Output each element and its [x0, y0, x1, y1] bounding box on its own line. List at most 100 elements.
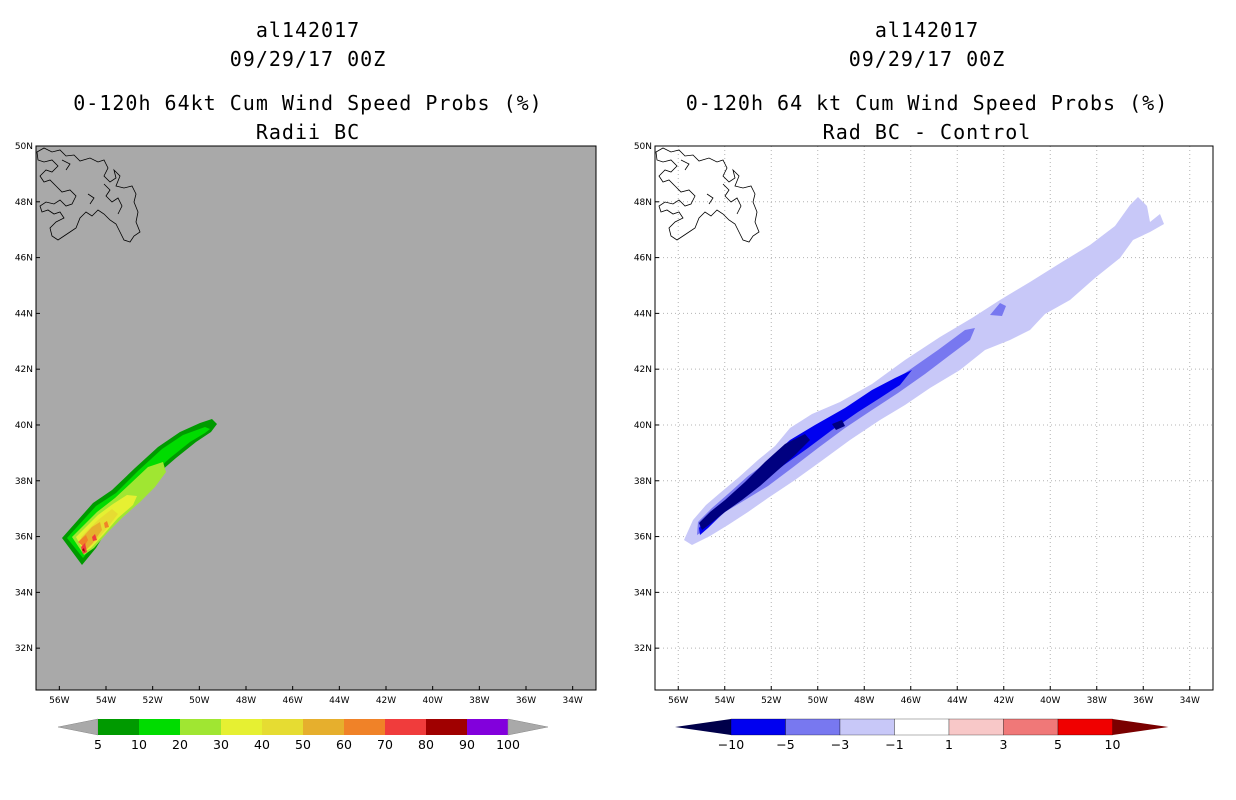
colorbar-label: 10 — [131, 737, 147, 752]
lon-tick-label: 54W — [96, 696, 116, 706]
colorbar-swatch — [1057, 718, 1113, 736]
lon-tick-label: 42W — [376, 696, 396, 706]
colorbar-swatch — [426, 719, 467, 735]
right-difference-swath — [684, 197, 1164, 545]
lon-tick-label: 52W — [142, 696, 162, 706]
lon-tick-label: 46W — [901, 696, 921, 706]
colorbar-label: 5 — [1054, 737, 1062, 752]
lat-tick-label: 42N — [15, 365, 33, 375]
lon-tick-label: 54W — [715, 696, 735, 706]
lon-tick-label: 44W — [329, 696, 349, 706]
lon-tick-label: 34W — [1180, 696, 1200, 706]
colorbar-swatch — [98, 719, 139, 735]
colorbar-swatch — [344, 719, 385, 735]
right-map-panel: 56W 54W 52W 50W 48W 46W 44W 42W 40W 38W 36W 34W 32N 3… — [634, 142, 1214, 706]
lat-tick-label: 44N — [15, 309, 33, 319]
lon-tick-label: 56W — [668, 696, 688, 706]
colorbar-label: 50 — [295, 737, 311, 752]
right-datetime: 09/29/17 00Z — [848, 47, 1006, 71]
lat-tick-label: 38N — [15, 477, 33, 487]
lon-tick-label: 38W — [469, 696, 489, 706]
colorbar-label: 80 — [418, 737, 434, 752]
lat-tick-label: 46N — [634, 254, 652, 264]
prob-hotspot — [92, 534, 97, 541]
colorbar-label: 1 — [945, 737, 953, 752]
lat-tick-label: 50N — [634, 142, 652, 152]
lon-tick-label: 52W — [761, 696, 781, 706]
prob-80-90 — [82, 548, 85, 552]
lon-tick-label: 40W — [422, 696, 442, 706]
left-map-frame — [35, 145, 597, 691]
colorbar-swatch — [785, 718, 841, 736]
lat-tick-label: 48N — [634, 198, 652, 208]
colorbar-high-arrow — [507, 718, 549, 736]
colorbar-swatch — [730, 718, 786, 736]
lat-tick-label: 34N — [15, 588, 33, 598]
colorbar-low-arrow — [675, 719, 731, 735]
lon-tick-label: 42W — [994, 696, 1014, 706]
lon-tick-label: 46W — [282, 696, 302, 706]
colorbar-label: 10 — [1105, 737, 1121, 752]
colorbar-swatch — [303, 719, 344, 735]
diff-small-patch — [990, 303, 1006, 316]
colorbar-swatch — [467, 719, 508, 735]
right-coastline — [655, 147, 760, 243]
lon-tick-label: 48W — [236, 696, 256, 706]
lat-tick-label: 36N — [15, 533, 33, 543]
colorbar-label: 3 — [1000, 737, 1008, 752]
lon-tick-label: 36W — [1133, 696, 1153, 706]
colorbar-high-arrow — [1112, 719, 1169, 735]
left-coastline — [36, 147, 141, 243]
lat-tick-label: 34N — [634, 588, 652, 598]
left-probability-swath — [62, 419, 217, 565]
colorbar-label: 90 — [459, 737, 475, 752]
diff-m3-m5 — [697, 328, 975, 535]
left-storm-id: al142017 — [255, 18, 361, 42]
left-datetime: 09/29/17 00Z — [229, 47, 387, 71]
colorbar-label: −3 — [831, 737, 849, 752]
diff-small-cell — [832, 420, 845, 430]
colorbar-label: 5 — [94, 737, 102, 752]
lat-tick-label: 44N — [634, 309, 652, 319]
colorbar-label: 60 — [336, 737, 352, 752]
lat-tick-label: 40N — [15, 421, 33, 431]
colorbar-label: −1 — [885, 737, 903, 752]
left-axis-ticks: 56W 54W 52W 50W 48W 46W 44W 42W 40W 38W 36W 34W 32N 3… — [15, 142, 583, 706]
lon-tick-label: 38W — [1087, 696, 1107, 706]
lat-tick-label: 48N — [15, 198, 33, 208]
lon-tick-label: 50W — [189, 696, 209, 706]
colorbar-label: 70 — [377, 737, 393, 752]
left-map-background — [36, 146, 596, 690]
lon-tick-label: 34W — [562, 696, 582, 706]
colorbar-label: −10 — [718, 737, 744, 752]
colorbar-swatch — [385, 719, 426, 735]
right-title: 0-120h 64 kt Cum Wind Speed Probs (%) — [685, 91, 1169, 115]
lat-tick-label: 32N — [634, 644, 652, 654]
left-colorbar: 5 10 20 30 40 50 60 70 80 90 100 — [57, 718, 549, 752]
colorbar-label: 30 — [213, 737, 229, 752]
lat-tick-label: 36N — [634, 533, 652, 543]
colorbar-swatch — [262, 719, 303, 735]
colorbar-swatch — [894, 718, 950, 736]
colorbar-label: 20 — [172, 737, 188, 752]
colorbar-swatch — [948, 718, 1004, 736]
lat-tick-label: 38N — [634, 477, 652, 487]
lon-tick-label: 48W — [854, 696, 874, 706]
right-map-frame — [654, 145, 1214, 691]
colorbar-swatch — [1003, 718, 1059, 736]
lat-tick-label: 42N — [634, 365, 652, 375]
lon-tick-label: 44W — [947, 696, 967, 706]
left-map-panel: 56W 54W 52W 50W 48W 46W 44W 42W 40W 38W 36W 34W 32N 3… — [15, 142, 597, 706]
left-title: 0-120h 64kt Cum Wind Speed Probs (%) — [73, 91, 543, 115]
colorbar-label: 100 — [496, 737, 520, 752]
colorbar-swatch — [180, 719, 221, 735]
right-colorbar: −10 −5 −3 −1 1 3 5 10 — [675, 718, 1169, 752]
lon-tick-label: 40W — [1040, 696, 1060, 706]
colorbar-swatch — [139, 719, 180, 735]
lat-tick-label: 46N — [15, 254, 33, 264]
colorbar-label: −5 — [776, 737, 794, 752]
left-subtitle: Radii BC — [255, 120, 361, 144]
diff-lt-m10 — [699, 434, 810, 530]
lat-tick-label: 40N — [634, 421, 652, 431]
